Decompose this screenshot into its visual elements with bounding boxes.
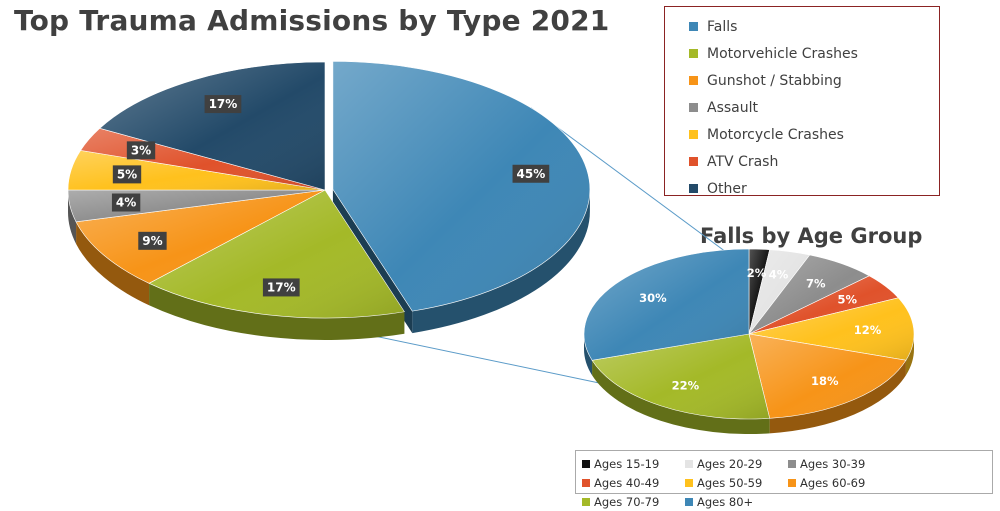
falls-ages-70-79-data-label: 22% [672,379,700,393]
falls-ages-40-49-data-label: 5% [837,293,857,307]
falls-legend-ages-30-39: Ages 30-39 [788,454,891,473]
falls-legend-ages-70-79: Ages 70-79 [582,492,685,511]
falls-ages-60-69-data-label: 18% [811,374,839,388]
main-falls-slice-shine [332,61,590,312]
falls-ages-40-49-slice-shine [749,275,899,334]
main-chart-title: Top Trauma Admissions by Type 2021 [14,4,610,37]
main-legend-label: Motorvehicle Crashes [707,45,858,62]
main-motorcycle-crashes-data-label: 5% [117,167,137,181]
main-legend-label: Falls [707,18,738,35]
falls-ages-70-79-slice-shine [592,334,770,419]
falls-legend-swatch [582,497,590,506]
falls-legend-ages-80: Ages 80+ [685,492,788,511]
main-other-data-label: 17% [209,97,238,111]
connector-line-bottom [360,332,605,385]
main-legend-swatch [689,22,698,31]
main-gunshot-stabbing-data-label: 9% [142,234,162,248]
main-legend-label: Motorcycle Crashes [707,126,844,143]
falls-ages-20-29-data-label: 4% [769,268,789,282]
falls-legend-ages-20-29: Ages 20-29 [685,454,788,473]
falls-legend-swatch [685,497,693,506]
falls-legend-ages-50-59: Ages 50-59 [685,473,788,492]
main-gunshot-stabbing-data-label-box [138,231,167,250]
main-legend-falls: Falls [665,13,939,40]
falls-legend-ages-60-69: Ages 60-69 [788,473,891,492]
main-other-data-label-box [204,95,242,114]
main-legend-swatch [689,184,698,193]
main-falls-data-label: 45% [517,167,546,181]
main-legend-motorvehicle-crashes: Motorvehicle Crashes [665,40,939,67]
main-legend-motorcycle-crashes: Motorcycle Crashes [665,121,939,148]
trauma-type-legend: Falls Motorvehicle Crashes Gunshot / Stabb… [664,6,940,197]
falls-legend-swatch [685,459,693,468]
falls-ages-80-side [584,334,593,376]
main-motorvehicle-crashes-data-label: 17% [267,280,296,294]
main-other-slice-shine [99,62,325,190]
main-legend-swatch [689,49,698,58]
falls-ages-60-69-slice-shine [749,334,906,419]
main-legend-swatch [689,157,698,166]
falls-legend-swatch [582,478,590,487]
falls-age-pie: 2% 4% 7% 5% 12% 18% 22% 30% [583,248,915,434]
age-group-legend: Ages 15-19 Ages 20-29 Ages 30-39 Ages 40-49… [575,450,993,509]
falls-legend-swatch [582,459,590,468]
connector-line-top [530,107,750,270]
connector-lines [360,107,750,385]
falls-ages-50-59-slice-shine [749,297,914,361]
main-motorvehicle-crashes-side [149,283,405,340]
main-legend-swatch [689,130,698,139]
falls-ages-80-slice-shine [584,249,749,361]
falls-legend-label: Ages 80+ [697,494,754,509]
falls-ages-30-39-slice-shine [749,254,870,334]
main-legend-assault: Assault [665,94,939,121]
falls-legend-swatch [788,459,796,468]
main-falls-side [412,189,590,334]
main-atv-crash-data-label-box [126,141,156,160]
falls-legend-ages-40-49: Ages 40-49 [582,473,685,492]
falls-ages-50-59-data-label: 12% [854,323,882,337]
main-legend-label: Other [707,180,747,197]
main-legend-label: ATV Crash [707,153,779,170]
main-legend-swatch [689,76,698,85]
falls-ages-70-79-side [592,360,770,434]
falls-legend-ages-15-19: Ages 15-19 [582,454,685,473]
main-legend-atv-crash: ATV Crash [665,148,939,175]
main-motorvehicle-crashes-slice-shine [149,190,405,318]
falls-legend-label: Ages 50-59 [697,475,763,490]
falls-chart-title: Falls by Age Group [700,224,923,248]
falls-legend-label: Ages 30-39 [800,456,866,471]
falls-ages-80-data-label: 30% [639,291,667,305]
pie-of-pie-chart: 45%17%9%4%5%3%17% 2% 4%7%5%12%18%22%30% [67,61,915,434]
main-assault-data-label: 4% [116,196,136,210]
main-atv-crash-data-label: 3% [131,143,151,157]
main-motorcycle-crashes-data-label-box [112,165,142,184]
main-legend-other: Other [665,175,939,202]
falls-legend-swatch [788,478,796,487]
main-assault-data-label-box [111,193,141,212]
falls-ages-60-69-side [769,360,906,434]
falls-legend-label: Ages 15-19 [594,456,660,471]
main-motorvehicle-crashes-data-label-box [262,278,300,297]
main-legend-gunshot-stabbing: Gunshot / Stabbing [665,67,939,94]
falls-legend-label: Ages 20-29 [697,456,763,471]
falls-ages-15-19-data-label: 2% [747,266,767,280]
trauma-type-pie: 45% 17% 9% 4% 5% 3% 17% [67,61,591,340]
main-assault-side [68,190,77,244]
falls-legend-swatch [685,478,693,487]
main-legend-label: Gunshot / Stabbing [707,72,842,89]
falls-ages-20-29-slice-shine [749,249,810,334]
falls-legend-label: Ages 40-49 [594,475,660,490]
falls-ages-30-39-data-label: 7% [806,276,826,290]
main-gunshot-stabbing-side [76,221,150,306]
falls-legend-label: Ages 60-69 [800,475,866,490]
main-falls-data-label-box [512,164,550,183]
falls-ages-50-59-side [905,334,914,376]
main-gunshot-stabbing-slice-shine [76,190,325,284]
main-legend-swatch [689,103,698,112]
falls-legend-label: Ages 70-79 [594,494,660,509]
main-legend-label: Assault [707,99,758,116]
